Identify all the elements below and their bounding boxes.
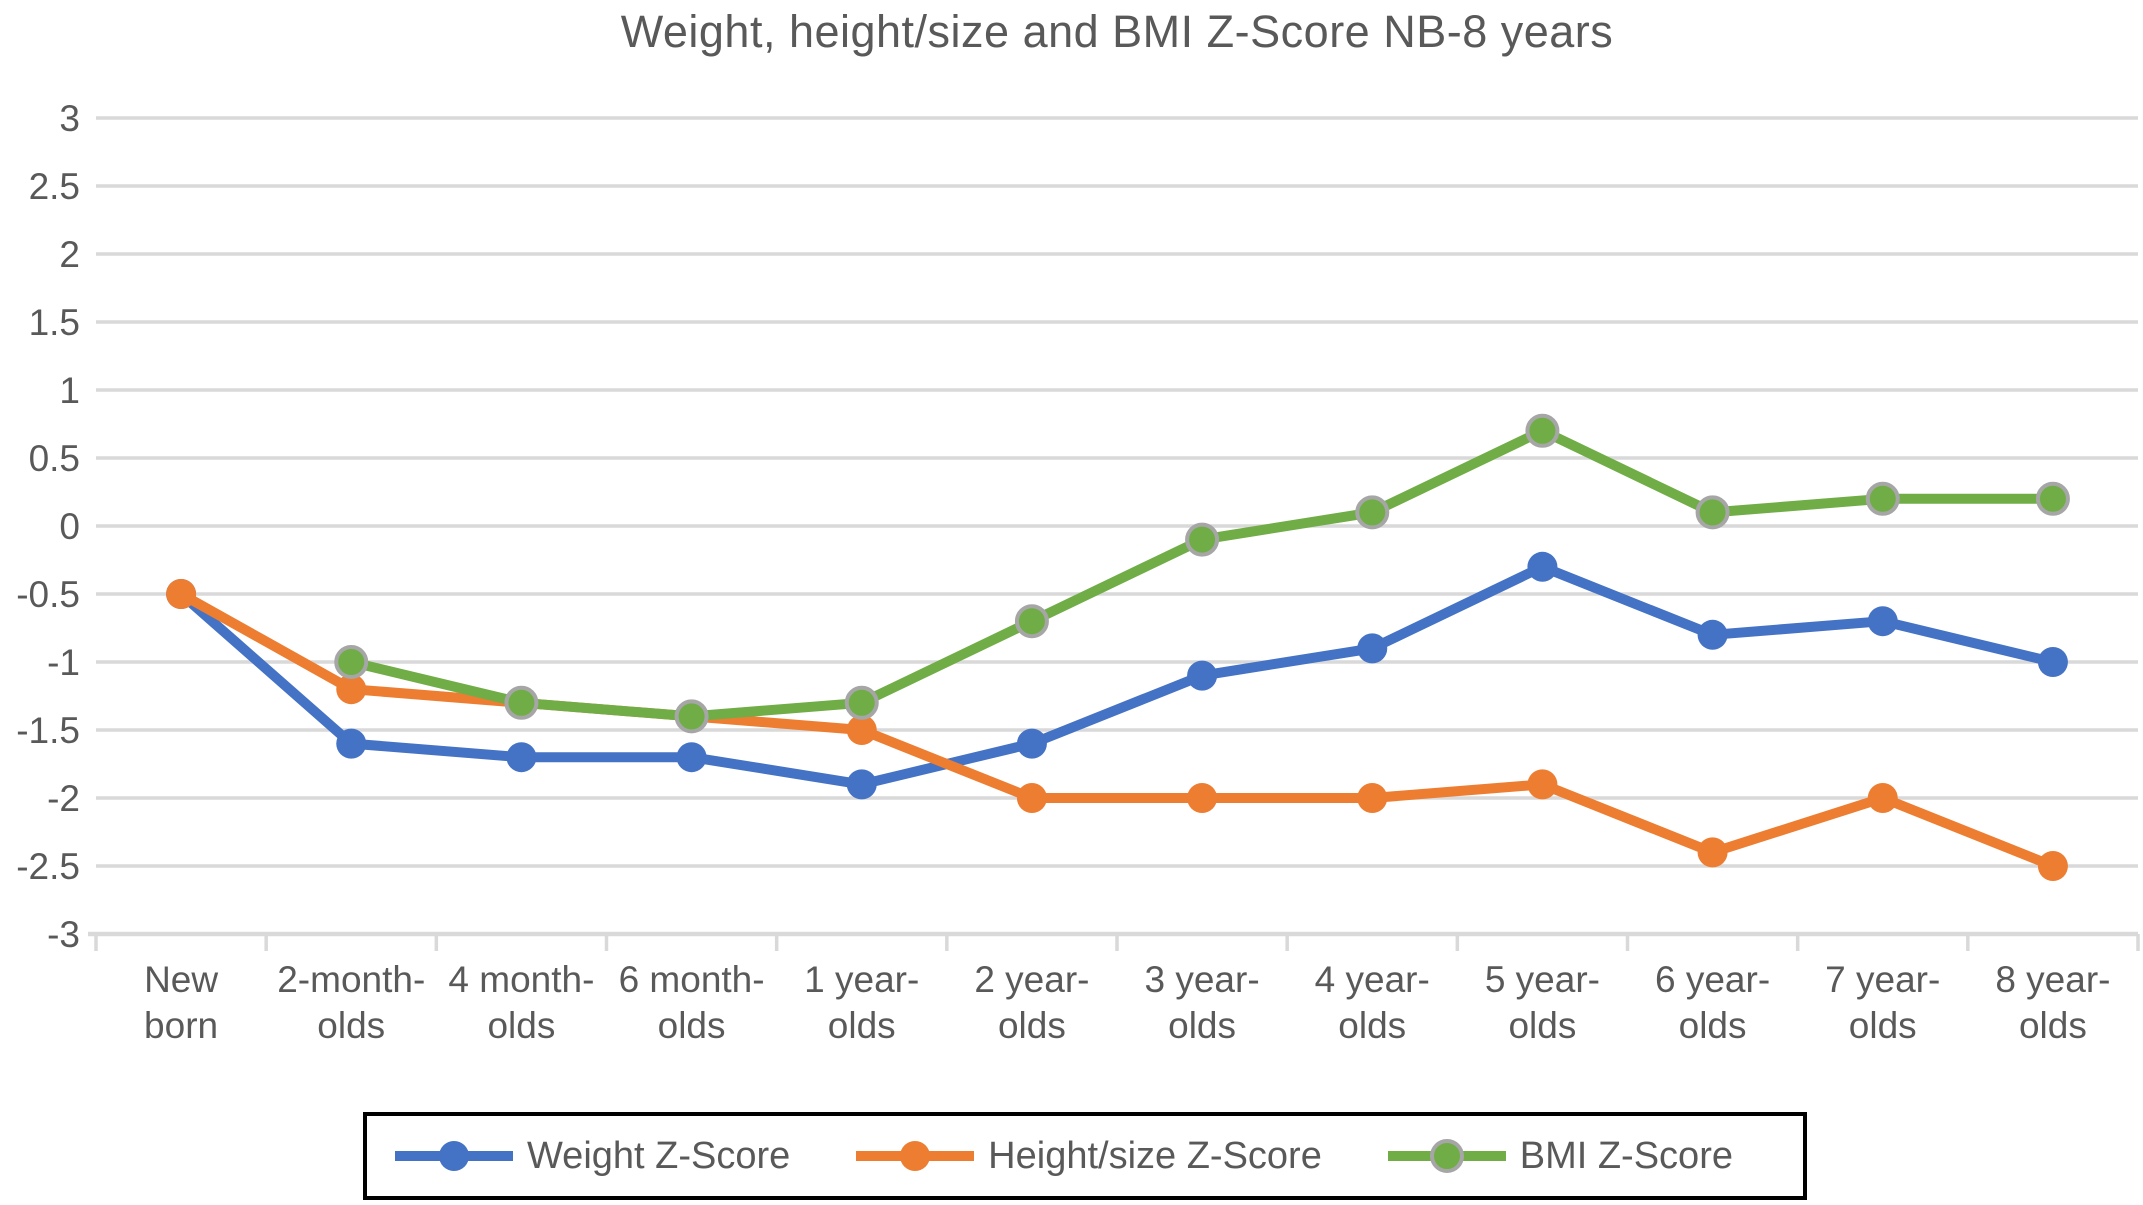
x-axis-category-label: 8 year-olds [1995,959,2110,1046]
x-axis-category-label: 6 year-olds [1655,959,1770,1046]
data-point-weight-z-score [1527,551,1558,582]
data-point-weight-z-score [676,742,707,773]
y-axis-tick-label: -1 [47,642,80,683]
data-point-weight-z-score [1697,619,1728,650]
legend-marker-bmi-z-score-icon [1387,1139,1506,1173]
data-point-weight-z-score [1867,606,1898,637]
data-point-height-size-z-score [1697,837,1728,868]
data-point-weight-z-score [336,728,367,759]
y-axis-tick-label: 1 [59,370,80,411]
data-point-weight-z-score [1357,633,1388,664]
x-axis-category-label: 7 year-olds [1825,959,1940,1046]
y-axis-tick-label: -3 [47,914,80,955]
data-point-height-size-z-score [1187,783,1218,813]
data-point-height-size-z-score [166,579,197,609]
data-point-weight-z-score [846,769,877,800]
data-point-bmi-z-score [844,685,879,720]
data-point-bmi-z-score [504,685,539,720]
data-point-height-size-z-score [846,715,877,745]
y-axis-tick-label: 2 [59,234,80,275]
data-point-height-size-z-score [1527,769,1558,800]
y-axis-tick-label: 3 [59,98,80,139]
x-axis-category-label: 4 month-olds [448,959,594,1046]
data-point-bmi-z-score [334,645,369,679]
data-point-height-size-z-score [1867,783,1898,813]
series-line-weight-z-score [176,561,2058,790]
x-axis-category-label: 6 month-olds [619,959,765,1046]
data-point-bmi-z-score [1014,604,1049,639]
data-point-weight-z-score [1016,728,1047,759]
y-axis-tick-label: -0.5 [16,574,80,615]
y-axis-tick-label: 2.5 [29,166,80,207]
data-point-bmi-z-score [674,699,709,734]
y-axis-tick-label: 0 [59,506,80,547]
data-point-height-size-z-score [1357,783,1388,813]
legend-label-height-size-z-score: Height/size Z-Score [988,1134,1322,1177]
data-point-bmi-z-score [1185,522,1220,557]
data-point-weight-z-score [1187,660,1218,691]
x-axis-category-label: 1 year-olds [804,959,919,1046]
x-axis-category-label: 5 year-olds [1485,959,1600,1046]
y-axis-tick-label: -1.5 [16,710,80,751]
data-point-bmi-z-score [1865,481,1900,516]
legend-marker-weight-z-score-icon [395,1141,513,1171]
chart-title: Weight, height/size and BMI Z-Score NB-8… [620,6,1614,57]
data-point-bmi-z-score [1355,495,1390,530]
data-point-bmi-z-score [2035,481,2070,516]
data-point-weight-z-score [506,742,537,773]
y-axis-tick-label: -2.5 [16,846,80,887]
legend-item-weight-z-score: Weight Z-Score [395,1134,790,1178]
data-point-height-size-z-score [336,674,367,705]
x-axis-category-label: New born [144,959,218,1046]
data-point-bmi-z-score [1695,495,1730,530]
data-point-height-size-z-score [2037,851,2068,881]
legend-item-bmi-z-score: BMI Z-Score [1387,1134,1733,1178]
x-axis-category-label: 4 year-olds [1315,959,1430,1046]
x-axis-category-label: 2 year-olds [974,959,1089,1046]
data-point-weight-z-score [2037,647,2068,677]
y-axis-tick-label: -2 [47,778,80,819]
legend: Weight Z-Score Height/size Z-Score BMI Z-S… [363,1112,1807,1200]
legend-label-bmi-z-score: BMI Z-Score [1519,1134,1733,1177]
legend-marker-height-size-z-score-icon [856,1141,975,1171]
x-axis-category-label: 2-month-olds [277,959,425,1046]
x-axis-category-label: 3 year-olds [1145,959,1260,1046]
legend-label-weight-z-score: Weight Z-Score [527,1134,791,1177]
data-point-height-size-z-score [1016,783,1047,813]
y-axis-tick-label: 1.5 [29,302,80,343]
data-point-bmi-z-score [1525,413,1560,448]
y-axis-tick-label: 0.5 [29,438,80,479]
legend-item-height-size-z-score: Height/size Z-Score [856,1134,1322,1178]
